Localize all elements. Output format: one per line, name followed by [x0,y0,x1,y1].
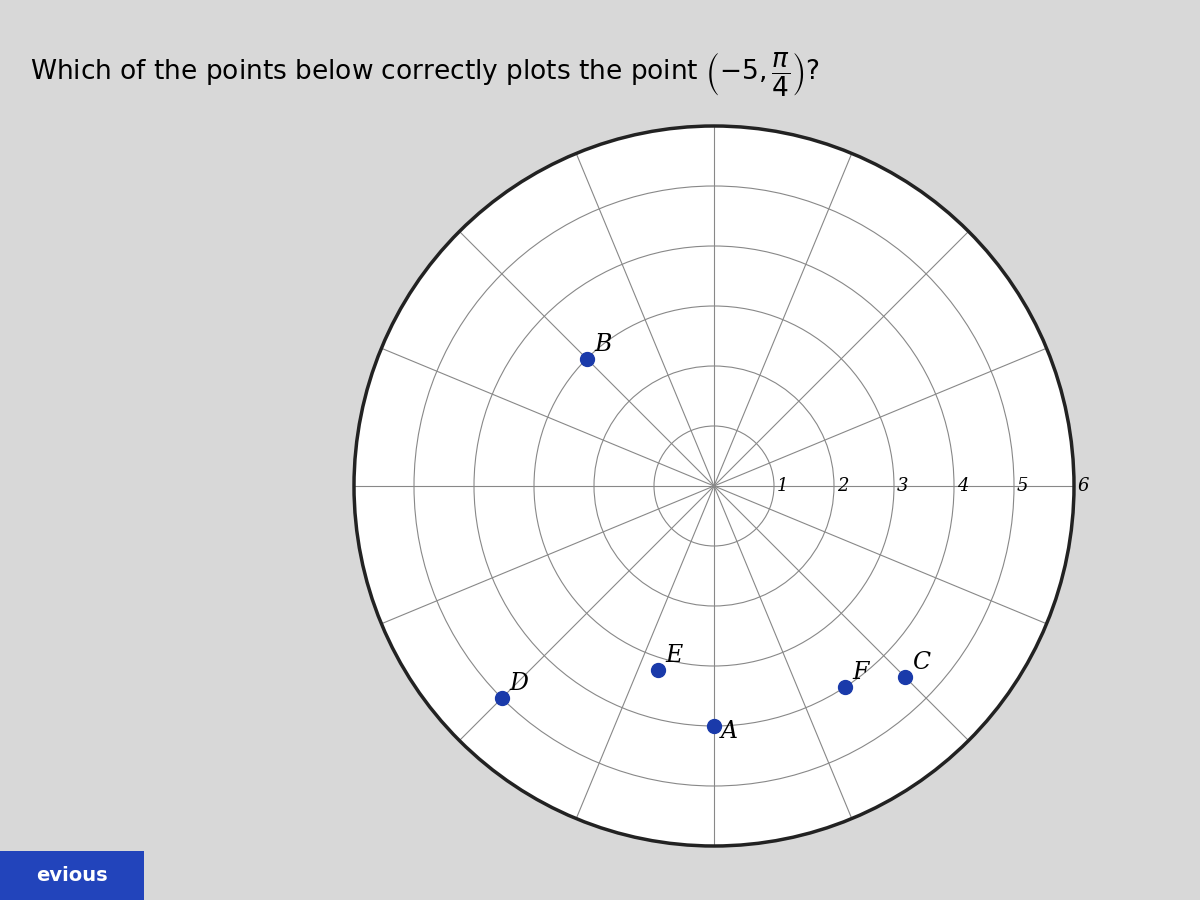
Circle shape [354,126,1074,846]
Point [895,670,914,684]
Text: 4: 4 [958,477,968,495]
Text: B: B [594,333,611,356]
Text: evious: evious [36,866,108,885]
Text: 5: 5 [1018,477,1028,495]
Text: 3: 3 [898,477,908,495]
Text: Which of the points below correctly plots the point $\left(-5, \dfrac{\pi}{4}\ri: Which of the points below correctly plot… [30,50,820,97]
Text: D: D [509,672,528,695]
Text: A: A [721,720,738,742]
Point [577,352,596,366]
Point [492,691,511,706]
Text: 6: 6 [1078,477,1088,495]
Text: 2: 2 [838,477,848,495]
Text: E: E [665,644,683,667]
Point [648,662,667,677]
Text: F: F [852,662,869,684]
Text: C: C [912,651,930,674]
Point [835,680,854,695]
Point [704,719,724,733]
Text: 1: 1 [778,477,788,495]
